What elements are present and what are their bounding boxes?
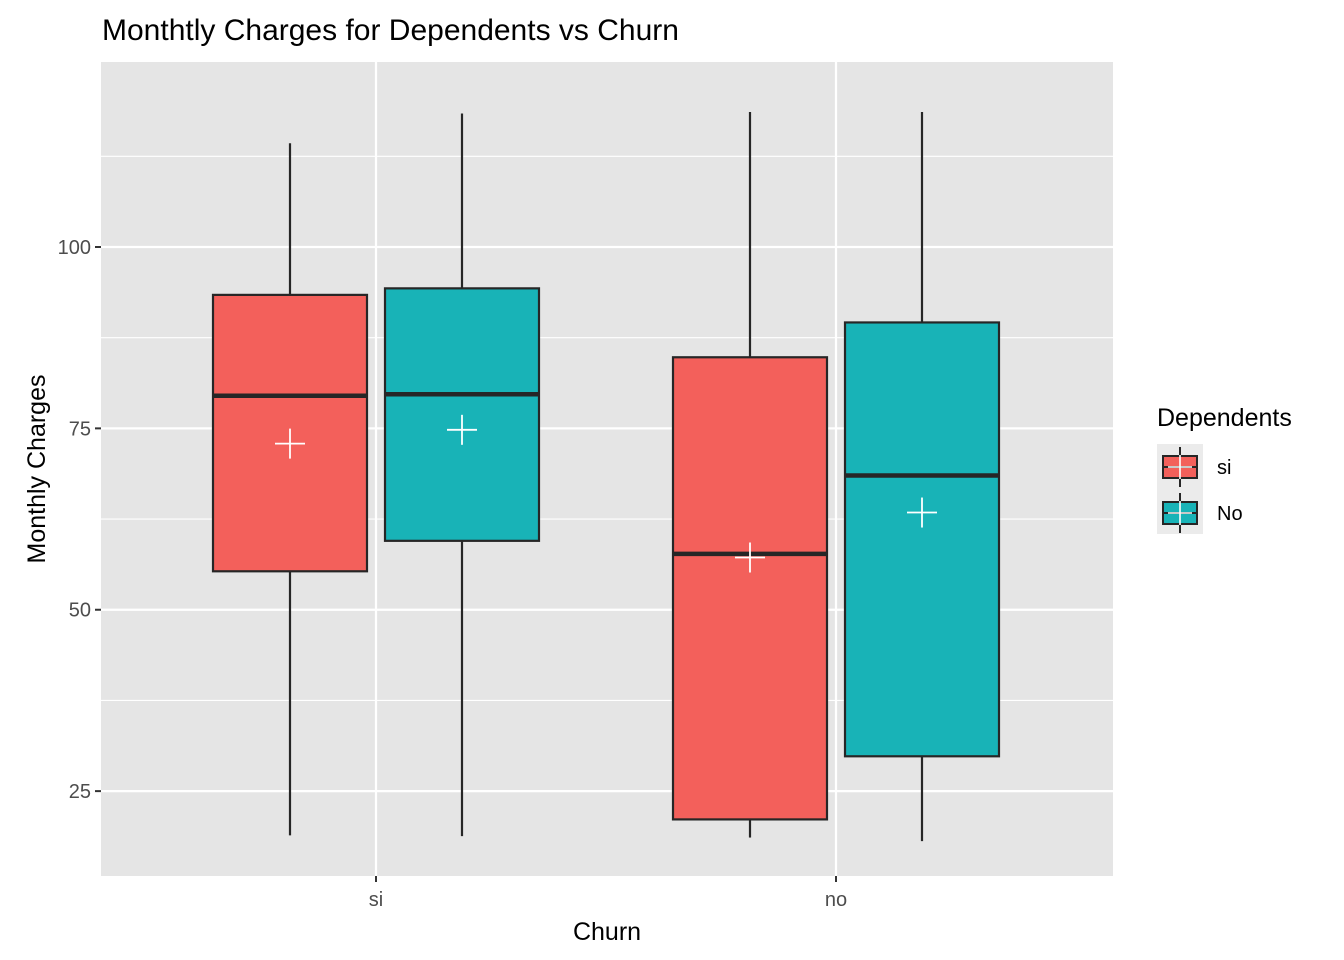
x-axis-title: Churn bbox=[573, 918, 641, 946]
y-tick-label: 50 bbox=[69, 600, 91, 622]
boxes-layer bbox=[211, 112, 1001, 842]
box-iqr bbox=[843, 321, 1001, 758]
boxplot-si-no bbox=[671, 112, 829, 838]
box-iqr bbox=[383, 287, 541, 542]
y-tick-label: 25 bbox=[69, 781, 91, 803]
y-tick-label: 75 bbox=[69, 418, 91, 440]
boxplot-si-si bbox=[211, 143, 369, 836]
y-tick-label: 100 bbox=[58, 237, 91, 259]
x-tick-label: no bbox=[825, 889, 847, 911]
x-axis: si no bbox=[369, 876, 847, 911]
legend-title: Dependents bbox=[1157, 404, 1292, 432]
y-axis: 25 50 75 100 bbox=[58, 237, 101, 803]
legend-label: No bbox=[1217, 503, 1243, 525]
boxplot-No-no bbox=[843, 112, 1001, 842]
boxplot-No-si bbox=[383, 113, 541, 837]
box-iqr bbox=[671, 356, 829, 821]
legend: Dependents si No bbox=[1157, 404, 1292, 534]
legend-label: si bbox=[1217, 457, 1231, 479]
chart-title: Monthtly Charges for Dependents vs Churn bbox=[102, 14, 679, 47]
x-tick-label: si bbox=[369, 889, 383, 911]
y-axis-title: Monthly Charges bbox=[23, 375, 51, 564]
